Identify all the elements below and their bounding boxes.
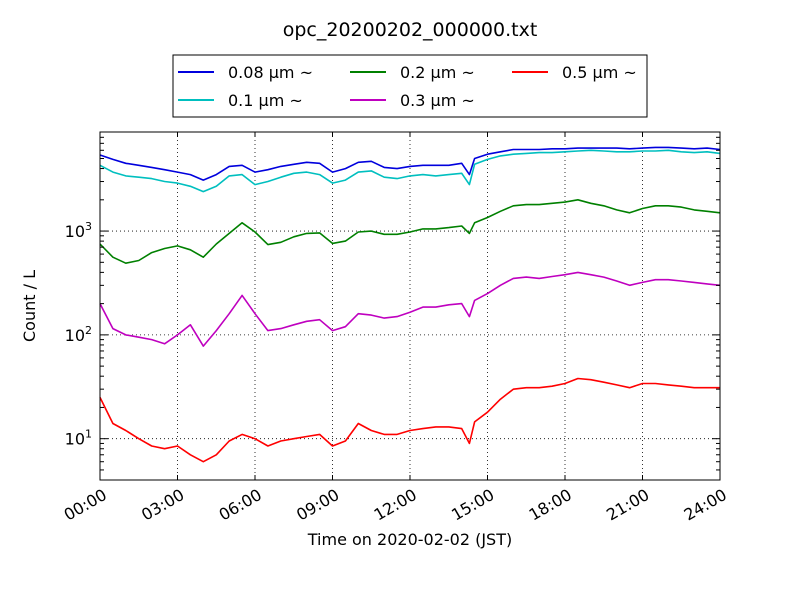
legend-label-4: 0.5 μm ~ (562, 63, 637, 82)
legend-label-0: 0.08 μm ~ (228, 63, 313, 82)
series-line-3 (99, 271, 721, 347)
y-tick-label-exponent: 1 (85, 428, 92, 441)
series-line-0 (99, 146, 721, 181)
ticks (99, 131, 721, 481)
y-tick-label: 102 (65, 324, 92, 345)
chart-title: opc_20200202_000000.txt (283, 19, 538, 41)
legend-label-2: 0.2 μm ~ (400, 63, 475, 82)
y-tick-label: 101 (65, 428, 92, 449)
legend-box (172, 54, 648, 118)
y-tick-label-base: 10 (65, 326, 85, 345)
legend-label-3: 0.3 μm ~ (400, 91, 475, 110)
series-line-4 (99, 377, 720, 463)
y-tick-label: 103 (65, 220, 92, 241)
x-axis-label: Time on 2020-02-02 (JST) (307, 530, 512, 549)
y-tick-label-base: 10 (65, 430, 85, 449)
legend: 0.08 μm ~ 0.1 μm ~ 0.2 μm ~ 0.3 μm ~ 0.5 μm … (172, 54, 648, 118)
series-line-2 (99, 199, 721, 265)
series-layer (99, 146, 721, 463)
series-line-1 (99, 149, 721, 193)
y-axis-label: Count / L (20, 270, 39, 342)
y-tick-label-exponent: 3 (85, 220, 92, 233)
grid (99, 132, 721, 480)
legend-label-1: 0.1 μm ~ (228, 91, 303, 110)
y-tick-label-base: 10 (65, 222, 85, 241)
y-tick-label-exponent: 2 (85, 324, 92, 337)
